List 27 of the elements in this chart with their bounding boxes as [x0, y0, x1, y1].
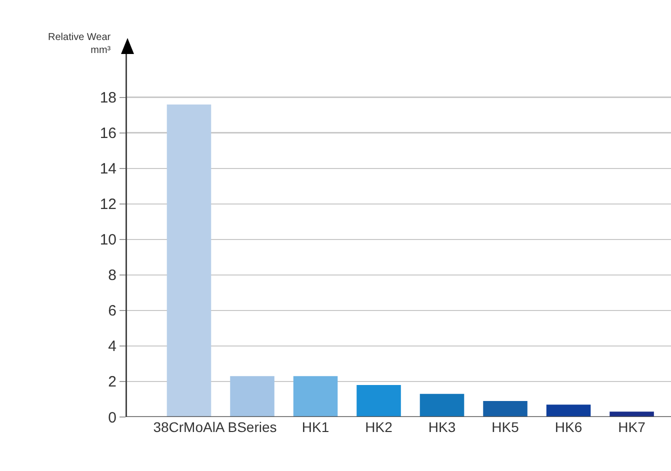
x-tick-label: HK7 [618, 419, 646, 435]
y-tick-label: 0 [108, 409, 116, 426]
x-tick-label: HK1 [302, 419, 330, 435]
bar [293, 376, 338, 417]
bar [420, 394, 464, 417]
bar [356, 385, 401, 417]
y-tick-label: 18 [100, 90, 116, 107]
y-axis-title: Relative Wear mm³ [48, 32, 112, 56]
bar [610, 412, 654, 417]
x-tick-label: HK3 [428, 419, 456, 435]
bar [546, 404, 591, 417]
y-tick-label: 8 [108, 267, 116, 284]
x-tick-label: HK6 [554, 419, 582, 435]
y-tick-label: 12 [100, 196, 116, 214]
bar [166, 104, 212, 417]
y-tick-label: 16 [100, 125, 116, 142]
bar [230, 376, 274, 417]
x-tick-label: 38CrMoAlA [153, 419, 226, 435]
x-tick-label: HK5 [492, 419, 520, 435]
y-tick-label: 4 [108, 338, 116, 356]
x-tick-label: HK2 [365, 419, 393, 435]
x-tick-label: BSeries [228, 419, 277, 435]
y-tick-label: 6 [108, 302, 116, 320]
bar [483, 401, 528, 417]
y-tick-label: 14 [100, 160, 116, 178]
y-tick-label: 10 [100, 232, 116, 249]
y-tick-label: 2 [108, 374, 116, 391]
